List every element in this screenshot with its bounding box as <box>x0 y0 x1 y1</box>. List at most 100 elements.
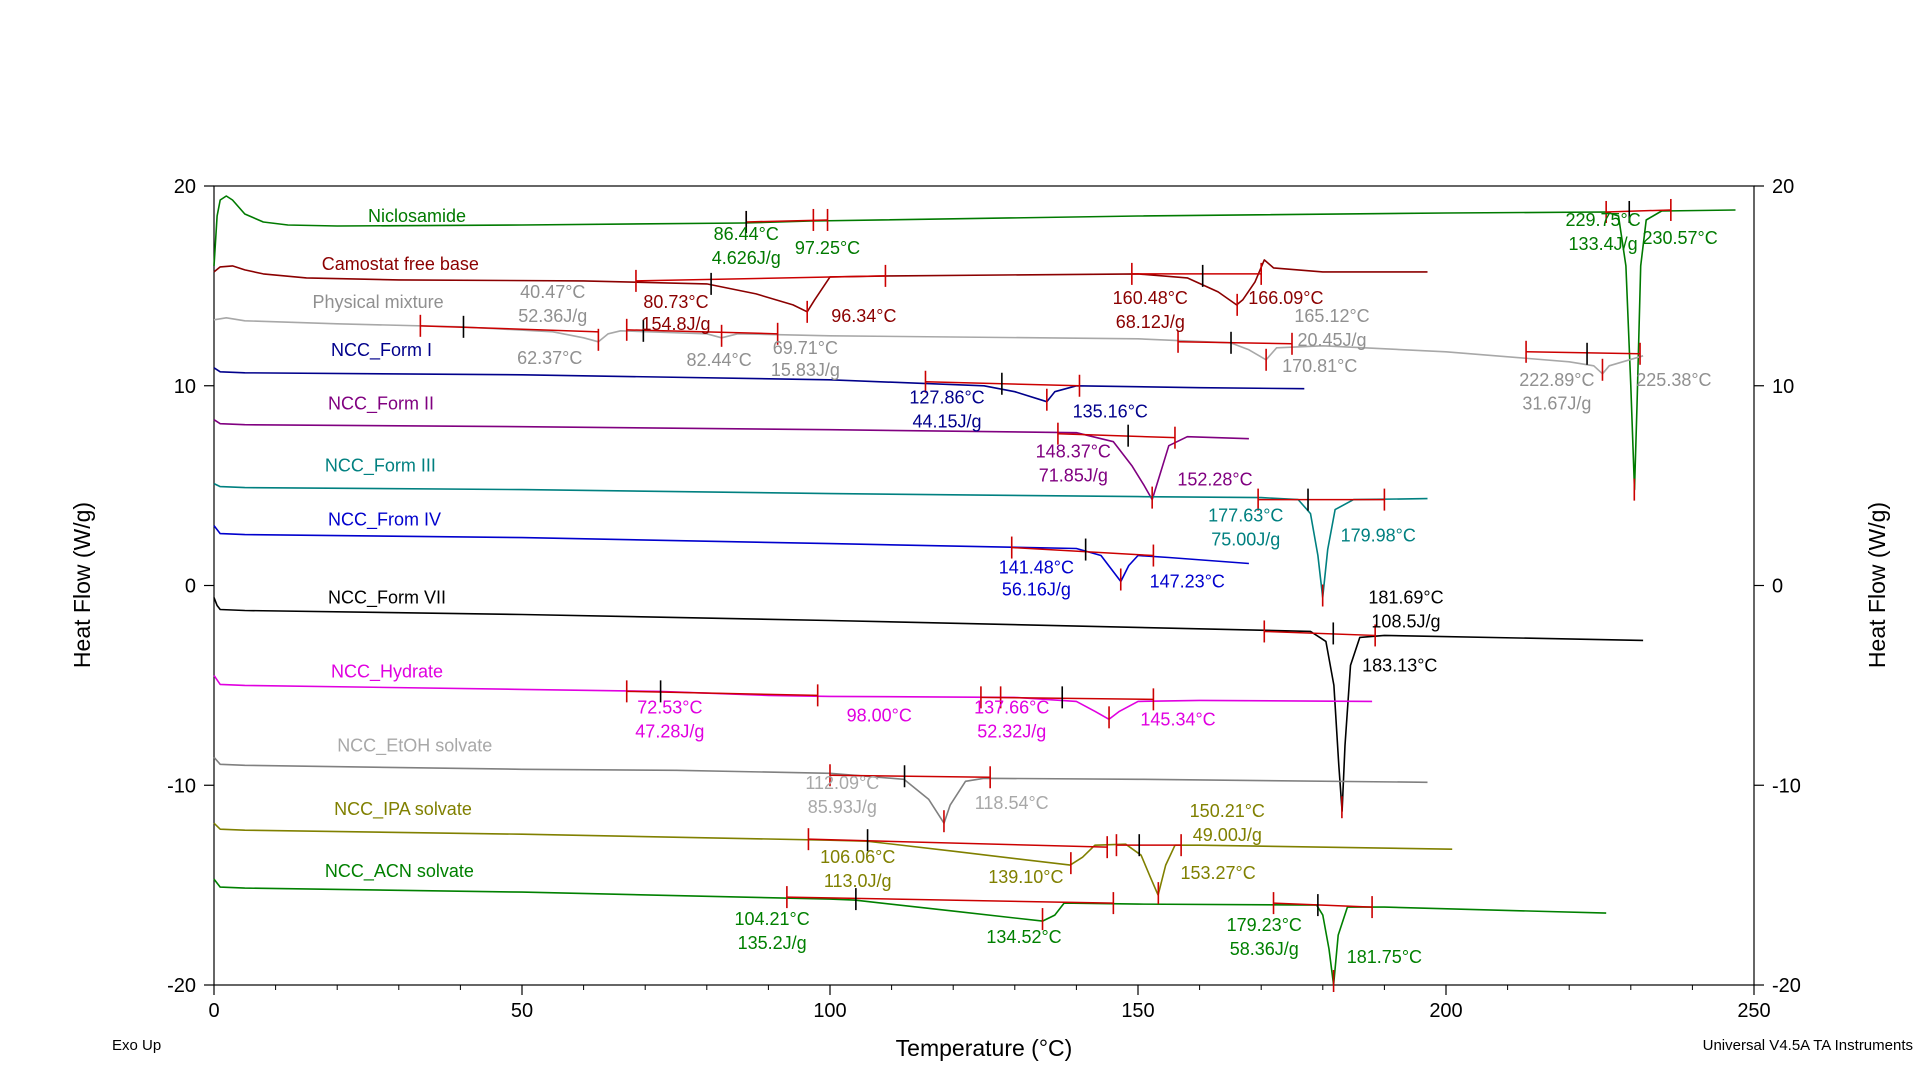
peak-annotation: 230.57°C <box>1642 228 1717 248</box>
peak-annotation: 225.38°C <box>1636 370 1711 390</box>
peak-annotation: 98.00°C <box>847 705 912 725</box>
y-tick-label-right: -10 <box>1772 775 1801 797</box>
peak-annotation: 165.12°C <box>1294 306 1369 326</box>
baseline-segment <box>1526 351 1641 355</box>
series-line <box>213 597 1644 812</box>
peak-annotation: 113.0J/g <box>824 871 892 891</box>
peak-annotation: 75.00J/g <box>1211 530 1280 550</box>
peak-annotation: 20.45J/g <box>1298 330 1367 350</box>
peak-annotation: 80.73°C <box>643 292 708 312</box>
series-label: NCC_IPA solvate <box>334 799 472 820</box>
series-line <box>213 822 1453 896</box>
peak-annotation: 68.12J/g <box>1116 312 1185 332</box>
x-tick-label: 250 <box>1737 1000 1770 1022</box>
y-tick-label-left: 10 <box>174 376 196 398</box>
peak-annotation: 166.09°C <box>1248 288 1323 308</box>
y-tick-label-left: -20 <box>167 975 196 997</box>
baseline-segment <box>1057 432 1175 439</box>
peak-annotation: 52.36J/g <box>518 306 587 326</box>
baseline-group <box>420 209 1671 908</box>
peak-annotation: 44.15J/g <box>913 412 982 432</box>
marker-group <box>419 198 1672 993</box>
baseline-segment <box>635 275 886 282</box>
peak-annotation: 133.4J/g <box>1569 234 1638 254</box>
series-label: NCC_Form II <box>328 394 434 415</box>
y-axis-label-left: Heat Flow (W/g) <box>69 502 95 668</box>
baseline-segment <box>1178 341 1293 345</box>
y-tick-label-left: 20 <box>174 176 196 198</box>
y-tick-label-right: 10 <box>1772 376 1794 398</box>
peak-annotation: 112.09°C <box>805 773 879 793</box>
peak-annotation: 179.98°C <box>1341 526 1416 546</box>
baseline-segment <box>829 774 991 779</box>
annotation-group: 86.44°C 4.626J/g 97.25°C 229.75°C 133.4J/g 23… <box>517 210 1718 967</box>
peak-annotation: 58.36J/g <box>1230 939 1299 959</box>
x-tick-label: 200 <box>1429 1000 1462 1022</box>
y-tick-label-right: 20 <box>1772 176 1794 198</box>
baseline-segment <box>1606 209 1671 213</box>
peak-annotation: 31.67J/g <box>1522 394 1591 414</box>
x-tick-label: 150 <box>1121 1000 1154 1022</box>
peak-annotation: 86.44°C <box>714 224 779 244</box>
peak-annotation: 4.626J/g <box>712 248 781 268</box>
peak-annotation: 40.47°C <box>520 282 585 302</box>
peak-annotation: 96.34°C <box>831 306 896 326</box>
baseline-segment <box>1264 630 1376 637</box>
x-tick-label: 50 <box>511 1000 533 1022</box>
baseline-segment <box>626 329 778 335</box>
peak-annotation: 104.21°C <box>734 909 809 929</box>
peak-annotation: 152.28°C <box>1177 470 1252 490</box>
peak-annotation: 52.32J/g <box>977 721 1046 741</box>
peak-annotation: 47.28J/g <box>635 721 704 741</box>
peak-annotation: 160.48°C <box>1113 288 1188 308</box>
series-label: NCC_Hydrate <box>331 661 443 682</box>
peak-annotation: 49.00J/g <box>1193 825 1262 845</box>
baseline-segment <box>420 325 600 333</box>
y-tick-label-right: -20 <box>1772 975 1801 997</box>
peak-annotation: 137.66°C <box>974 697 1049 717</box>
series-label: NCC_ACN solvate <box>325 861 474 882</box>
peak-annotation: 181.75°C <box>1347 947 1422 967</box>
peak-annotation: 97.25°C <box>795 238 860 258</box>
series-line <box>213 419 1249 501</box>
baseline-segment <box>1011 546 1154 557</box>
series-label: NCC_EtOH solvate <box>337 735 492 756</box>
peak-annotation: 147.23°C <box>1150 571 1225 591</box>
series-label: NCC_Form III <box>325 456 436 477</box>
series-label: NCC_Form VII <box>328 587 446 608</box>
series-label: NCC_Form I <box>331 340 432 361</box>
peak-annotation: 108.5J/g <box>1371 611 1440 631</box>
y-tick-label-left: -10 <box>167 775 196 797</box>
y-tick-label-left: 0 <box>185 576 196 598</box>
peak-annotation: 139.10°C <box>988 867 1063 887</box>
peak-annotation: 72.53°C <box>637 697 702 717</box>
peak-annotation: 134.52°C <box>986 927 1061 947</box>
peak-annotation: 15.83J/g <box>771 360 840 380</box>
peak-annotation: 181.69°C <box>1368 587 1443 607</box>
peak-annotation: 153.27°C <box>1180 863 1255 883</box>
peak-annotation: 62.37°C <box>517 348 582 368</box>
series-label-group: Niclosamide Camostat free base Physical mi… <box>313 206 493 882</box>
peak-annotation: 222.89°C <box>1519 370 1594 390</box>
y-tick-label-right: 0 <box>1772 576 1783 598</box>
peak-annotation: 82.44°C <box>686 350 751 370</box>
baseline-segment <box>626 690 818 697</box>
peak-annotation: 183.13°C <box>1362 655 1437 675</box>
peak-annotation: 135.2J/g <box>738 933 807 953</box>
peak-annotation: 71.85J/g <box>1039 466 1108 486</box>
series-line <box>213 259 1428 313</box>
instrument-note: Universal V4.5A TA Instruments <box>1703 1037 1913 1054</box>
baseline-segment <box>1273 902 1373 908</box>
peak-annotation: 154.8J/g <box>641 314 710 334</box>
baseline-segment <box>980 696 1154 701</box>
peak-annotation: 229.75°C <box>1565 210 1640 230</box>
series-line <box>213 878 1607 986</box>
series-label: NCC_From IV <box>328 510 441 531</box>
peak-annotation: 150.21°C <box>1190 801 1265 821</box>
peak-annotation: 118.54°C <box>975 793 1049 813</box>
peak-annotation: 148.37°C <box>1036 442 1111 462</box>
baseline-segment <box>808 838 1108 848</box>
series-line <box>213 756 1428 824</box>
